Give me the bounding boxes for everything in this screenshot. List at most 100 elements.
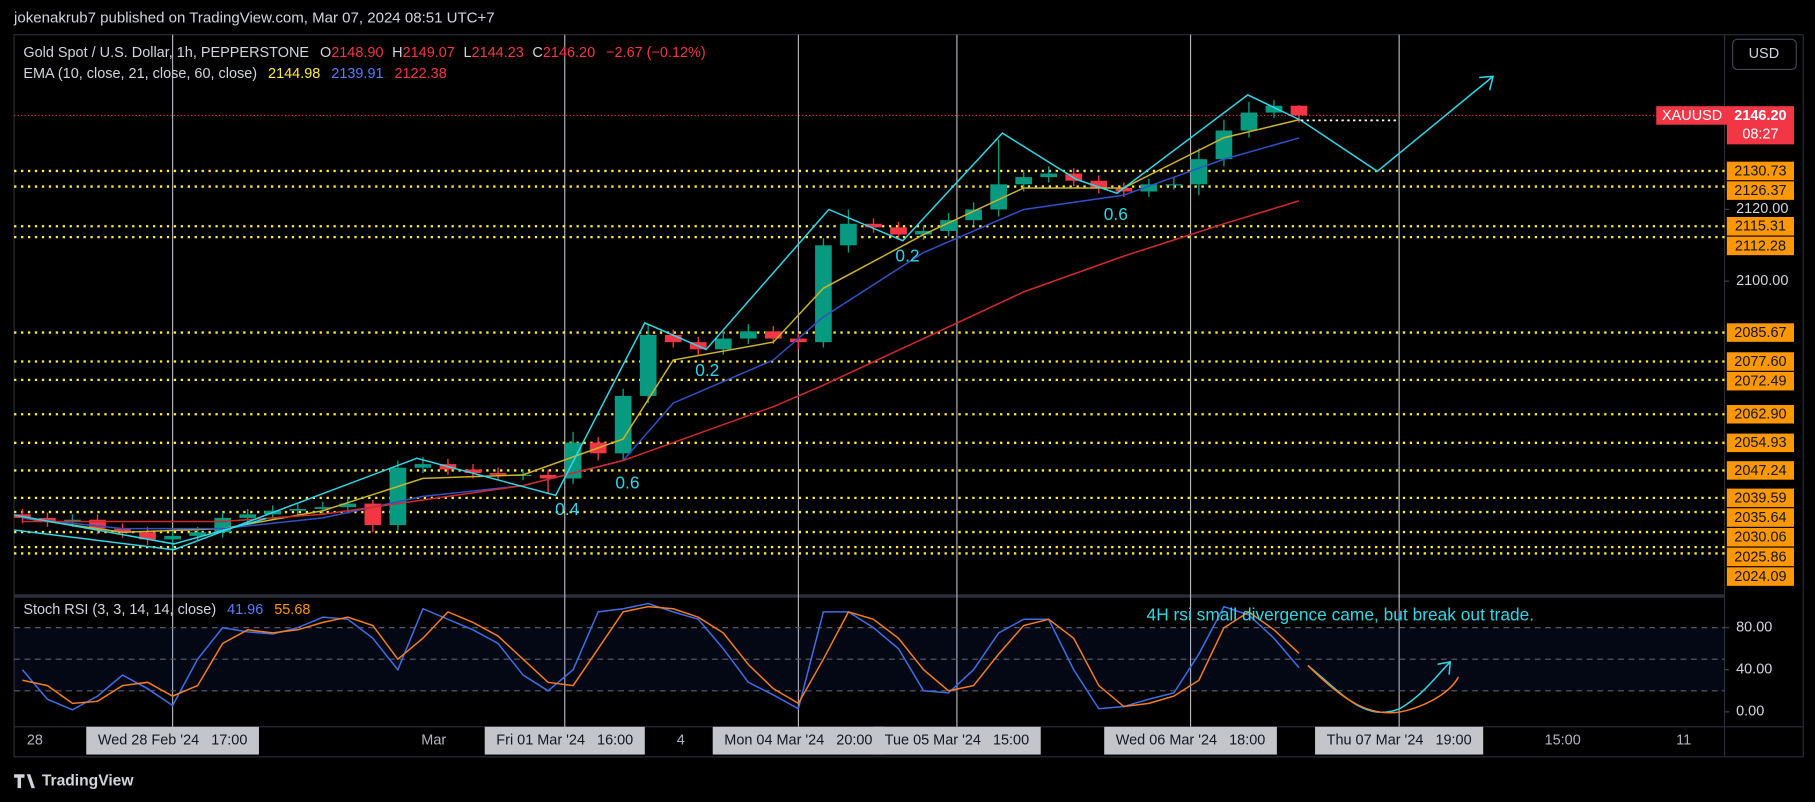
series-line [22, 605, 1300, 708]
candle-body [890, 227, 907, 235]
x-tick-label: 4 [677, 732, 685, 748]
candle-body [539, 474, 557, 479]
countdown: 08:27 [1742, 126, 1778, 142]
x-tick-label: Mon 04 Mar '24 20:00 [724, 732, 872, 748]
level-label-bg [1726, 461, 1794, 480]
legend-value: 2148.90 [331, 45, 383, 61]
annotation: 0.4 [555, 499, 579, 519]
level-label-bg [1726, 567, 1794, 586]
legend-title: Gold Spot / U.S. Dollar, 1h, PEPPERSTONE [23, 45, 309, 61]
candle-body [89, 519, 106, 529]
level-label-bg [1726, 352, 1794, 371]
level-label: 2115.31 [1735, 219, 1786, 235]
level-label-bg [1726, 181, 1794, 200]
x-tick-label: Tue 05 Mar '24 15:00 [885, 732, 1029, 748]
y-tick-label: 2100.00 [1736, 273, 1788, 289]
rsi-projection [1307, 664, 1460, 714]
stoch-legend: Stoch RSI (3, 3, 14, 14, close) 41.96 55… [23, 602, 310, 618]
candle-body [39, 517, 56, 522]
arrow-head [1479, 75, 1495, 91]
annotation: 0.2 [695, 360, 719, 380]
level-label: 2085.67 [1734, 325, 1786, 341]
candle-body [64, 519, 81, 522]
y-tick-label: 40.00 [1736, 662, 1772, 678]
legend-value: 2144.23 [472, 45, 524, 61]
candle-body [614, 395, 632, 454]
candle-body [739, 331, 757, 339]
candle-body [364, 503, 382, 526]
candle-body [1015, 177, 1033, 185]
candle-body [1165, 184, 1183, 186]
rsi-projection [1307, 661, 1451, 714]
fib-labels: 0.4 0.6 0.2 0.2 0.6 [555, 204, 1128, 519]
chart-frame [13, 34, 1804, 758]
annotation: 0.2 [895, 245, 919, 265]
annotation: 0.6 [1104, 204, 1128, 224]
candle-body [489, 473, 507, 475]
candle-body [940, 220, 957, 231]
legend-value: 2149.07 [403, 45, 455, 61]
candle-body [1290, 105, 1308, 116]
last-price-label: 2146.20 [1734, 108, 1786, 124]
level-label: 2039.59 [1734, 490, 1786, 506]
series-line [22, 119, 1300, 533]
level-label-bg [1726, 161, 1794, 181]
level-label-bg [1726, 547, 1794, 567]
candle-body [790, 338, 807, 343]
candle-body [840, 223, 857, 246]
axis-layer: 28 Wed 28 Feb '24 17:00 Mar Fri 01 Mar '24 … [27, 106, 1794, 755]
legend-value: 41.96 [227, 602, 263, 618]
legend-key: H [392, 45, 402, 61]
candle-body [714, 338, 732, 350]
last-price-bg [1726, 106, 1794, 145]
candle-body [664, 334, 682, 343]
level-label: 2047.24 [1734, 463, 1786, 479]
candle-body [1265, 105, 1283, 113]
level-label-bg [1726, 404, 1794, 424]
legend-title: Stoch RSI (3, 3, 14, 14, close) [23, 602, 216, 618]
candle-body [389, 467, 407, 526]
candle-body [189, 532, 206, 536]
legend-key: L [463, 45, 471, 61]
y-tick-label: 0.00 [1736, 704, 1764, 720]
zigzag-projection [13, 75, 1494, 551]
x-tick-box [873, 726, 1041, 755]
brand: TradingView [14, 772, 134, 789]
candle-body [765, 331, 782, 339]
y-tick-label: 80.00 [1736, 619, 1772, 635]
legend: Gold Spot / U.S. Dollar, 1h, PEPPERSTONE… [23, 45, 705, 61]
trend-line [13, 514, 267, 545]
x-tick-label: Fri 01 Mar '24 16:00 [496, 732, 633, 748]
candle-body [139, 532, 156, 540]
candle-body [1090, 180, 1108, 188]
level-label-bg [1726, 433, 1794, 453]
candle-body [339, 503, 357, 508]
x-tick-label: 15:00 [1545, 732, 1581, 748]
legend-value: 55.68 [274, 602, 310, 618]
candle-body [915, 230, 932, 235]
candle-body [1040, 173, 1058, 178]
grid-layer [14, 34, 1725, 727]
level-label: 2130.73 [1734, 163, 1786, 179]
level-label: 2024.09 [1734, 569, 1786, 585]
symbol-label: XAUUSD [1662, 108, 1722, 124]
ema-legend: EMA (10, close, 21, close, 60, close) 21… [23, 66, 446, 82]
currency[interactable]: USD [1749, 46, 1780, 62]
legend-value: 2139.91 [331, 66, 383, 82]
level-label-bg [1726, 371, 1794, 391]
x-tick-box [1104, 726, 1277, 755]
level-label-bg [1726, 488, 1794, 508]
candle-body [1140, 184, 1158, 192]
candle-body [114, 528, 131, 533]
x-tick-box [712, 726, 885, 755]
candle-body [1240, 112, 1258, 131]
candle-body [1190, 159, 1208, 185]
candle-body [164, 535, 181, 540]
x-tick-label: 28 [27, 732, 43, 748]
candle-body [639, 334, 657, 396]
legend-change: −2.67 (−0.12%) [606, 45, 706, 61]
x-tick-label: 11 [1676, 732, 1691, 748]
x-tick-label: Wed 28 Feb '24 17:00 [98, 732, 248, 748]
currency-button[interactable] [1732, 38, 1797, 71]
